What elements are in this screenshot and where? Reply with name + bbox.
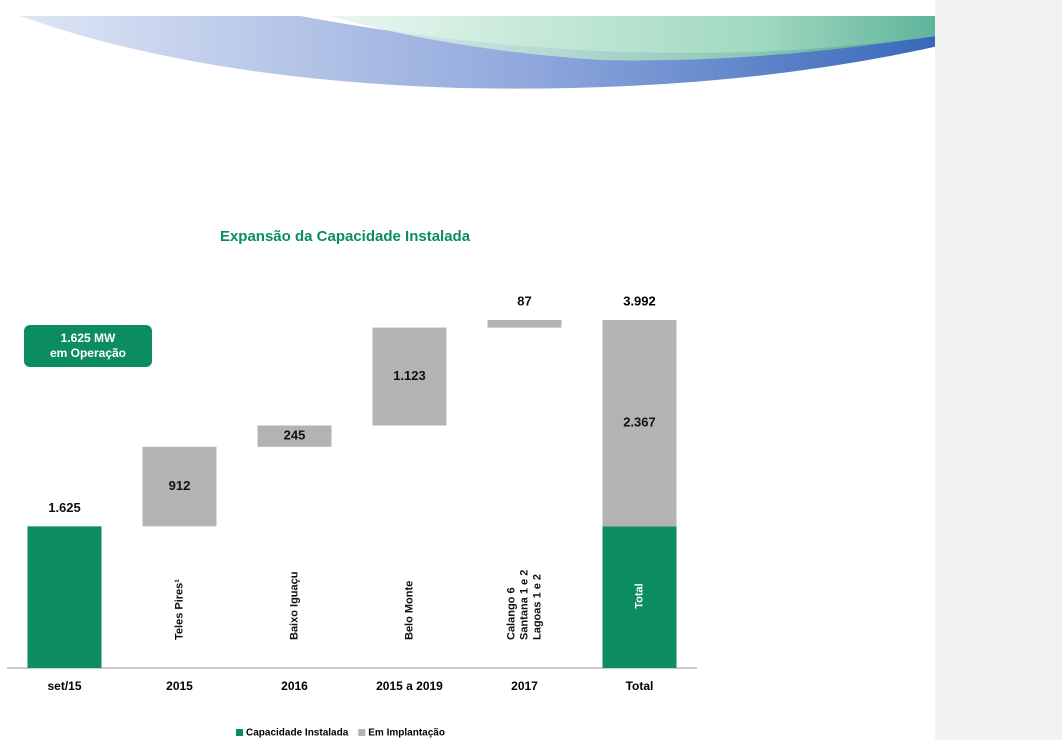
legend-swatch bbox=[358, 729, 366, 736]
total-label: 3.992 bbox=[623, 293, 656, 308]
x-tick-label: 2015 bbox=[166, 679, 193, 693]
header-swoosh bbox=[330, 16, 1050, 61]
data-label: 87 bbox=[517, 293, 531, 308]
bar bbox=[602, 526, 677, 668]
bar-label: Belo Monte bbox=[403, 581, 415, 640]
bar bbox=[142, 446, 217, 527]
data-label: 2.367 bbox=[623, 415, 656, 430]
chart-title: Expansão da Capacidade Instalada bbox=[220, 228, 471, 245]
bar bbox=[372, 327, 447, 426]
side-panel bbox=[935, 0, 1062, 740]
bar bbox=[27, 526, 102, 668]
x-tick-label: 2017 bbox=[511, 679, 538, 693]
legend-swatch bbox=[236, 729, 243, 736]
bar-label: Baixo Iguaçu bbox=[288, 572, 300, 640]
x-tick-label: Total bbox=[626, 679, 654, 693]
data-label: 1.123 bbox=[393, 368, 426, 383]
legend-label: Capacidade Instalada bbox=[246, 728, 349, 739]
legend-label: Em Implantação bbox=[368, 728, 445, 739]
data-label: 245 bbox=[284, 428, 306, 443]
x-tick-label: set/15 bbox=[47, 679, 81, 693]
bar bbox=[257, 425, 332, 447]
x-tick-label: 2016 bbox=[281, 679, 308, 693]
badge bbox=[24, 325, 152, 367]
bar-label: Lagoas 1 e 2 bbox=[531, 574, 543, 640]
data-label: 1.625 bbox=[48, 500, 81, 515]
badge-text: 1.625 MW bbox=[61, 331, 116, 345]
x-tick-label: 2015 a 2019 bbox=[376, 679, 443, 693]
bar-label: Santana 1 e 2 bbox=[518, 570, 530, 640]
bar bbox=[487, 320, 562, 328]
badge-text: em Operação bbox=[50, 346, 126, 360]
bar bbox=[602, 320, 677, 527]
bar-label: Teles Pires¹ bbox=[173, 579, 185, 640]
bar-label: Total bbox=[633, 583, 645, 608]
data-label: 912 bbox=[169, 478, 191, 493]
bar-label: Calango 6 bbox=[505, 587, 517, 640]
